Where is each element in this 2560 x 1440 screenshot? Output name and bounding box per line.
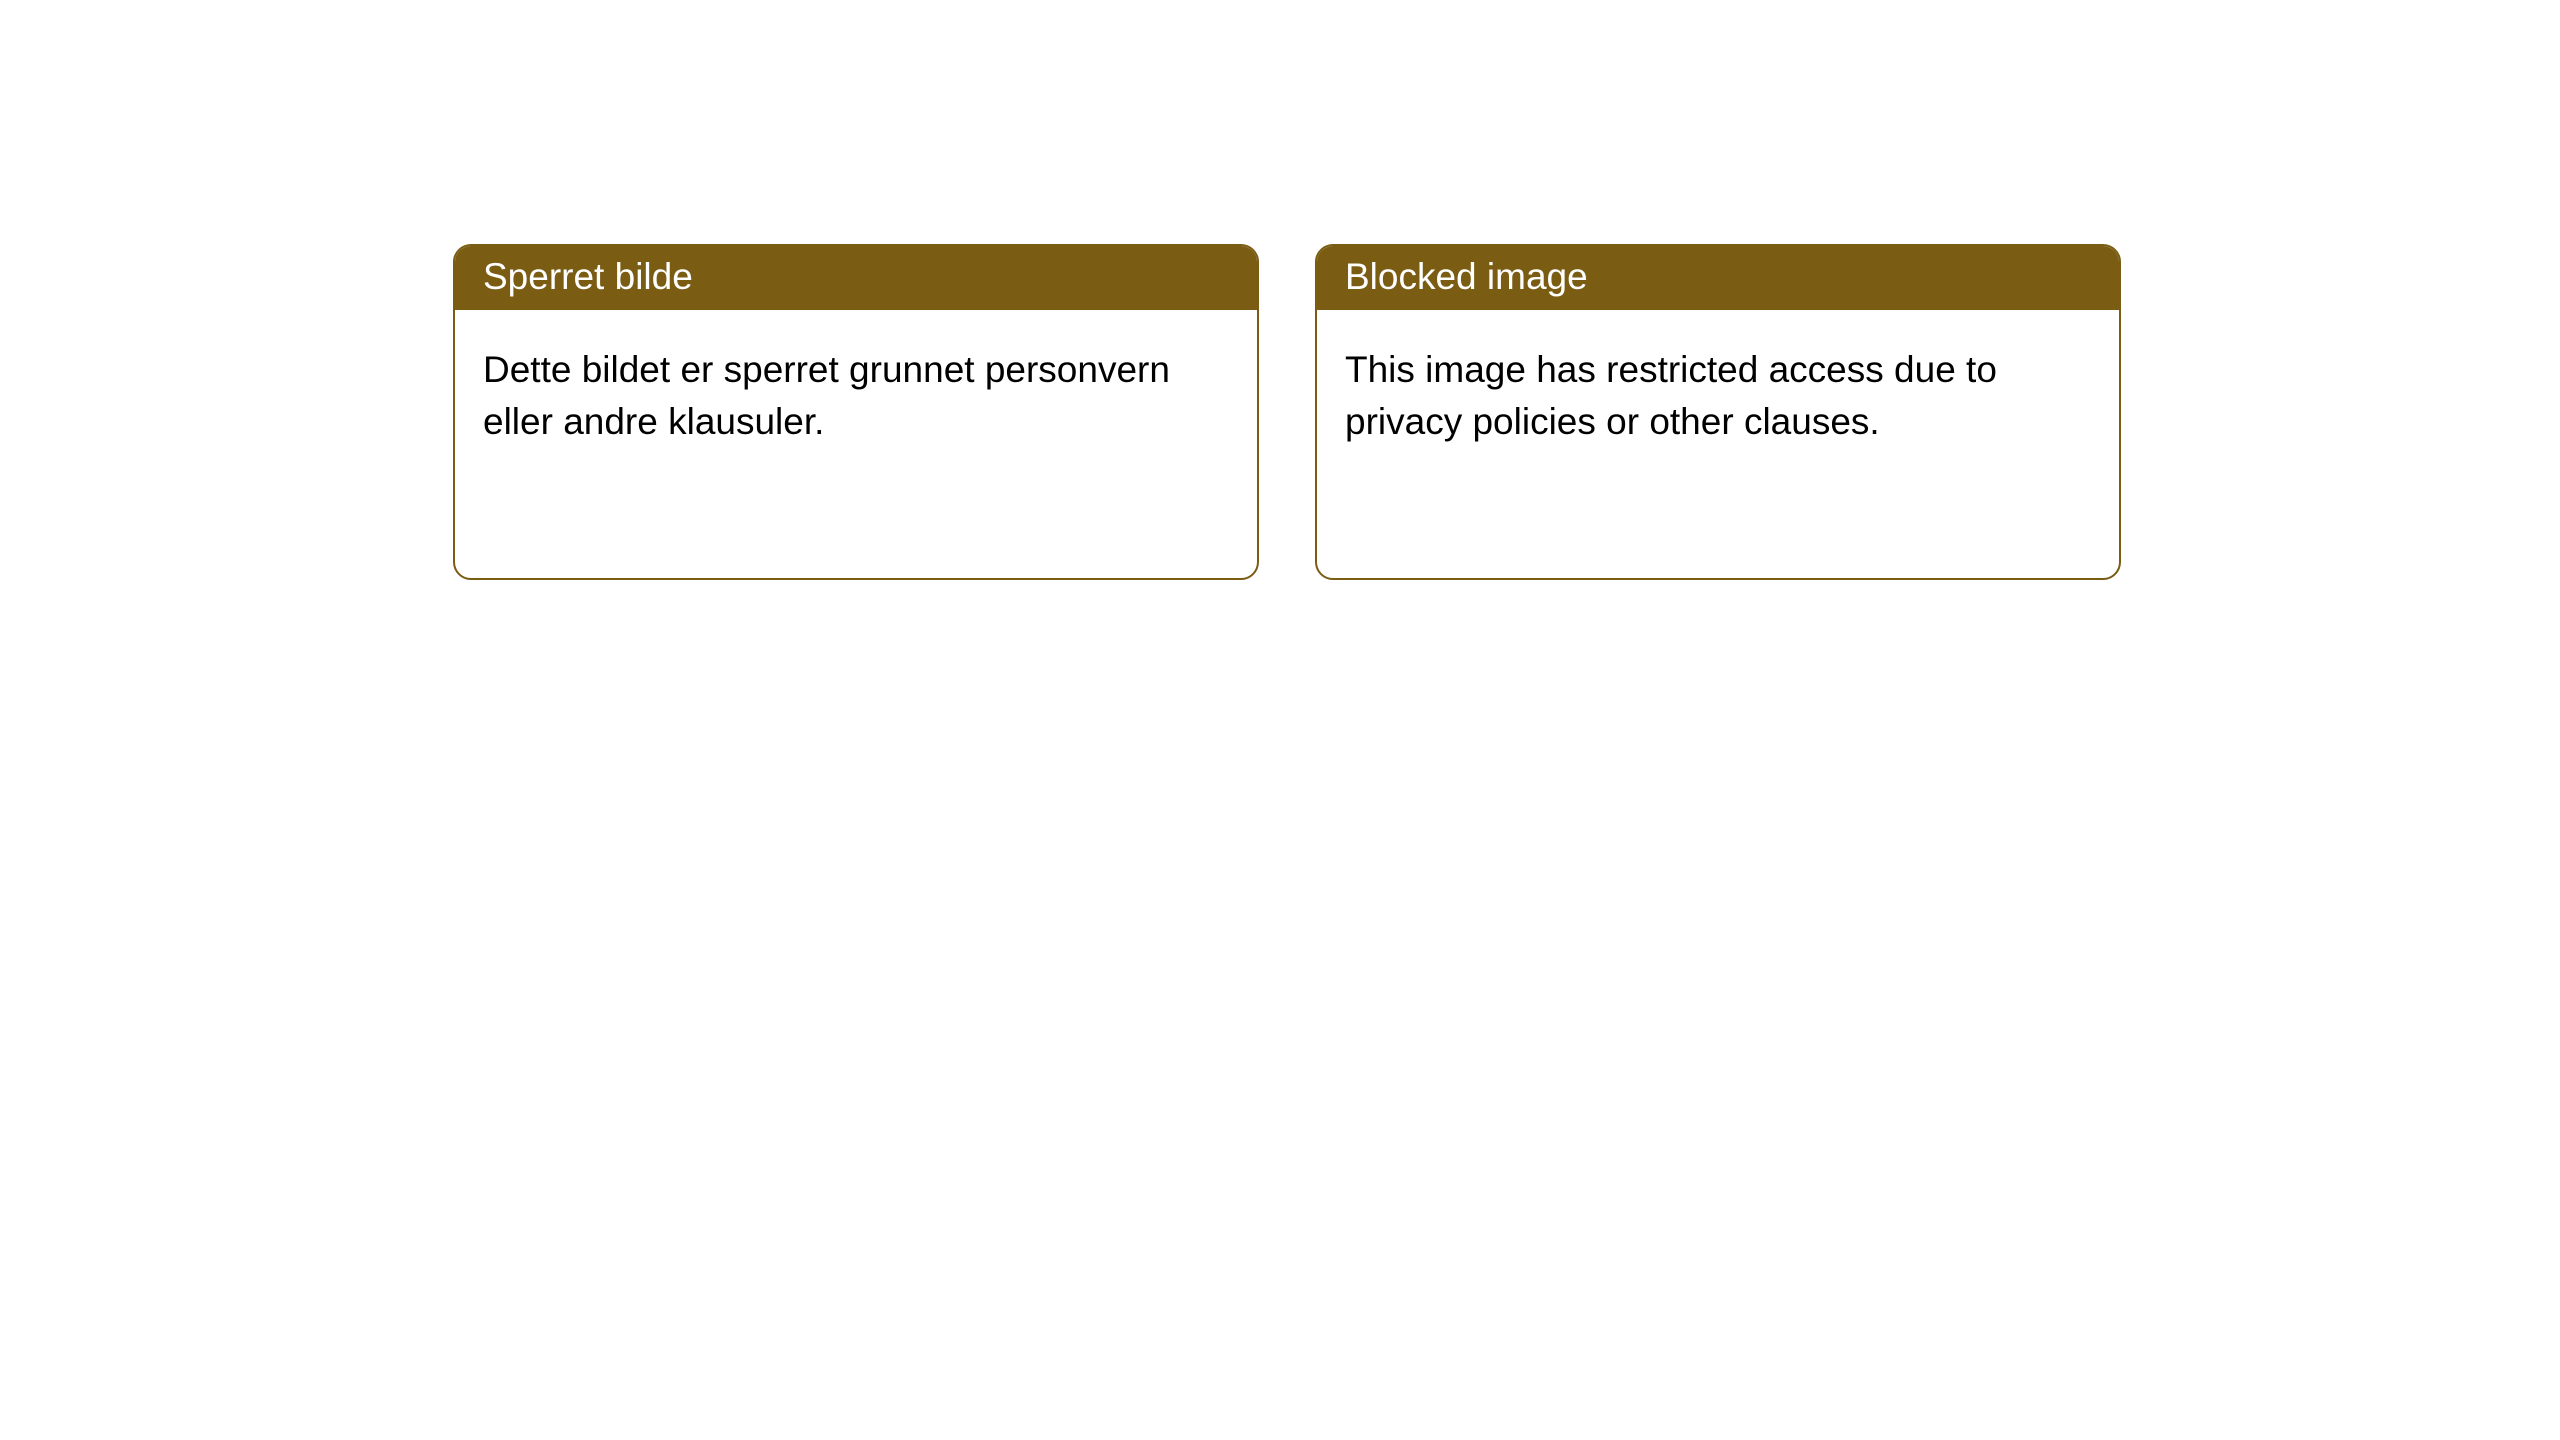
notice-body-text: This image has restricted access due to … [1345, 349, 1997, 442]
notice-card-english: Blocked image This image has restricted … [1315, 244, 2121, 580]
notice-title: Sperret bilde [483, 256, 693, 297]
notice-body: This image has restricted access due to … [1317, 310, 2119, 482]
notice-header: Sperret bilde [455, 246, 1257, 310]
notice-body-text: Dette bildet er sperret grunnet personve… [483, 349, 1170, 442]
notice-card-norwegian: Sperret bilde Dette bildet er sperret gr… [453, 244, 1259, 580]
notice-body: Dette bildet er sperret grunnet personve… [455, 310, 1257, 482]
notice-container: Sperret bilde Dette bildet er sperret gr… [0, 0, 2560, 580]
notice-title: Blocked image [1345, 256, 1588, 297]
notice-header: Blocked image [1317, 246, 2119, 310]
